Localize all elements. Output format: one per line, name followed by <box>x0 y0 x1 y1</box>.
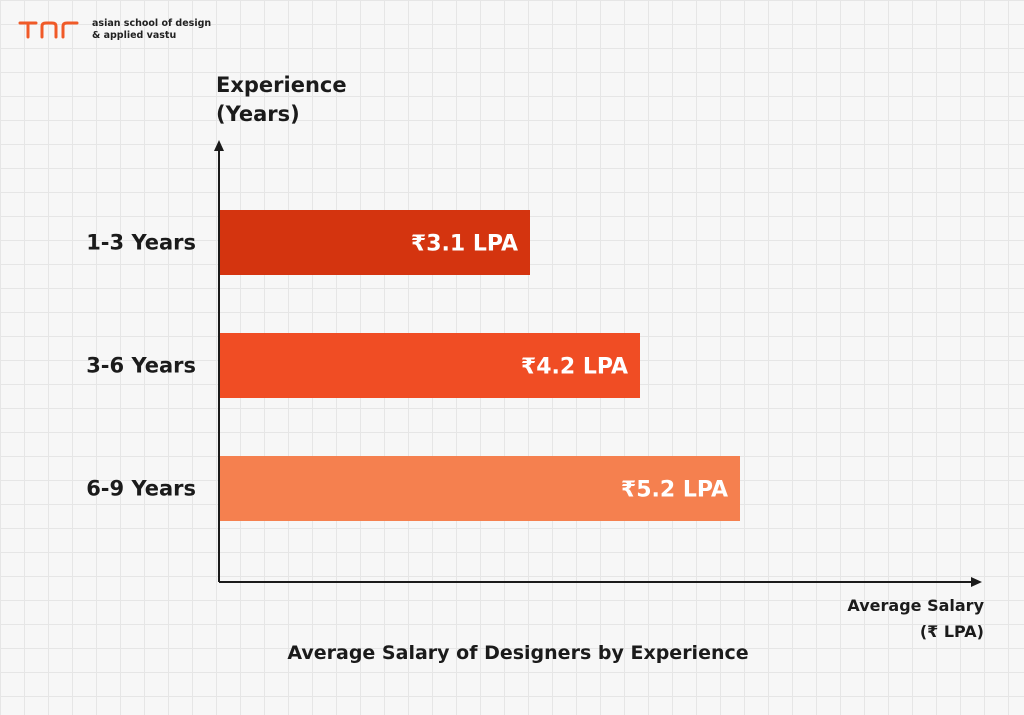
bar-value-label: ₹4.2 LPA <box>521 355 628 380</box>
y-axis-arrow-icon <box>214 140 224 151</box>
chart-title: Average Salary of Designers by Experienc… <box>287 642 748 664</box>
y-axis-label-line1: Experience <box>216 73 347 97</box>
bar-value-label: ₹5.2 LPA <box>621 478 728 503</box>
x-axis-arrow-icon <box>971 577 982 587</box>
bar-value-label: ₹3.1 LPA <box>411 232 518 257</box>
category-label: 6-9 Years <box>86 477 196 501</box>
x-axis-label-line1: Average Salary <box>847 596 984 615</box>
y-axis-label-line2: (Years) <box>216 102 300 126</box>
x-axis-label-line2: (₹ LPA) <box>920 622 984 641</box>
category-label: 3-6 Years <box>86 354 196 378</box>
category-label: 1-3 Years <box>86 231 196 255</box>
bars-group: 1-3 Years ₹3.1 LPA 3-6 Years ₹4.2 LPA 6-9 Ye… <box>86 210 740 521</box>
